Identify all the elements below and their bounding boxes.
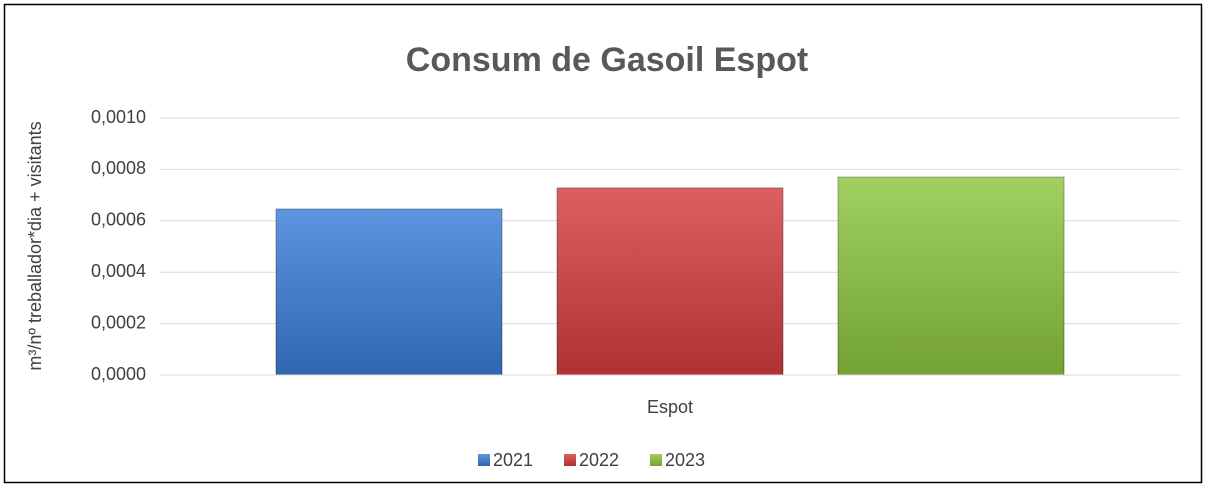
bar: [556, 187, 784, 376]
y-tick-label: 0,0010: [91, 107, 146, 127]
legend-swatch-shade: [478, 454, 490, 466]
y-tick-label: 0,0000: [91, 364, 146, 384]
chart-title: Consum de Gasoil Espot: [406, 41, 808, 79]
y-tick-label: 0,0008: [91, 158, 146, 178]
legend-swatch-shade: [564, 454, 576, 466]
y-tick-label: 0,0006: [91, 210, 146, 230]
bar: [275, 208, 503, 376]
y-tick-label: 0,0004: [91, 261, 146, 281]
x-tick-label: Espot: [647, 397, 693, 417]
y-axis-title: m³/nº treballador*dia + visitants: [25, 121, 45, 370]
legend-label: 2022: [579, 450, 619, 470]
legend-label: 2023: [665, 450, 705, 470]
legend-label: 2021: [493, 450, 533, 470]
bar: [837, 176, 1065, 376]
y-tick-label: 0,0002: [91, 312, 146, 332]
legend-swatch-shade: [650, 454, 662, 466]
